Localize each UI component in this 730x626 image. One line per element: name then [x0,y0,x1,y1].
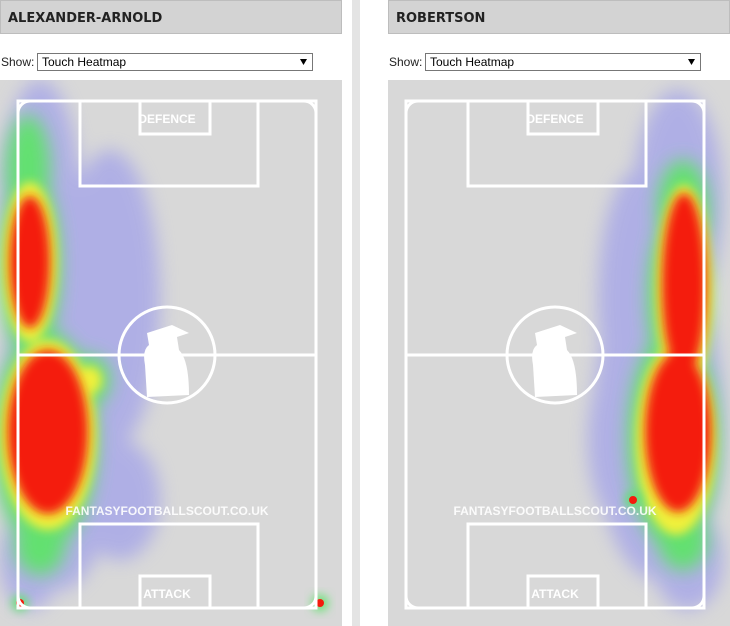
view-select[interactable]: Touch Heatmap [37,53,313,71]
pitch-top-label: DEFENCE [138,112,195,126]
heatmap-pitch: DEFENCE ATTACK FANTASYFOOTBALLSCOUT.CO.UK [0,80,342,626]
panel-header [0,0,342,34]
select-box[interactable] [37,53,313,71]
pitch-bottom-label: ATTACK [531,587,579,601]
heat-blob [10,196,50,328]
select-arrow[interactable] [300,59,307,65]
heat-blob [15,515,65,575]
pitch-lines [404,99,706,610]
corner-arc [404,595,419,610]
heat-blob [80,440,160,560]
panel-header [388,0,730,34]
logo-silhouette [144,325,189,397]
heat-blob [645,352,711,512]
watermark: FANTASYFOOTBALLSCOUT.CO.UK [453,504,656,518]
watermark: FANTASYFOOTBALLSCOUT.CO.UK [65,504,268,518]
view-select[interactable]: Touch Heatmap [425,53,701,71]
heat-layer [645,193,711,512]
heat-spot [316,599,324,607]
heat-spot [629,496,637,504]
player-name: ALEXANDER-ARNOLD [8,11,163,26]
six-yard-box [138,99,212,136]
heat-blob [662,193,706,377]
player-panel: ROBERTSON Show: Touch Heatmap DEFENCE ATTACK… [388,0,730,626]
heat-blob [8,350,88,514]
divider [352,0,360,626]
six-yard-box [138,574,212,610]
heat-blob [78,366,102,394]
pitch-bottom-label: ATTACK [143,587,191,601]
heatmap-pitch: DEFENCE ATTACK FANTASYFOOTBALLSCOUT.CO.UK [388,80,730,626]
six-yard-box [526,574,600,610]
player-panel: ALEXANDER-ARNOLD Show: Touch Heatmap DEFENC… [0,0,342,626]
select-box[interactable] [425,53,701,71]
corner-arc [16,99,31,114]
select-value[interactable]: Touch Heatmap [42,55,126,69]
corner-arc [404,99,419,114]
corner-arc [303,99,318,114]
six-yard-box [526,99,600,136]
centre-circle [117,305,217,405]
player-name: ROBERTSON [396,11,485,26]
heat-layer [8,196,88,514]
select-arrow[interactable] [688,59,695,65]
corner-arc [303,595,318,610]
corner-arc [691,99,706,114]
pitch-top-label: DEFENCE [526,112,583,126]
corner-arc [16,595,31,610]
corner-arc [691,595,706,610]
logo-shape [532,325,577,397]
select-value[interactable]: Touch Heatmap [430,55,514,69]
show-label: Show: [1,55,34,69]
show-label: Show: [389,55,422,69]
logo-silhouette [532,325,577,397]
centre-circle [505,305,605,405]
logo-shape [144,325,189,397]
